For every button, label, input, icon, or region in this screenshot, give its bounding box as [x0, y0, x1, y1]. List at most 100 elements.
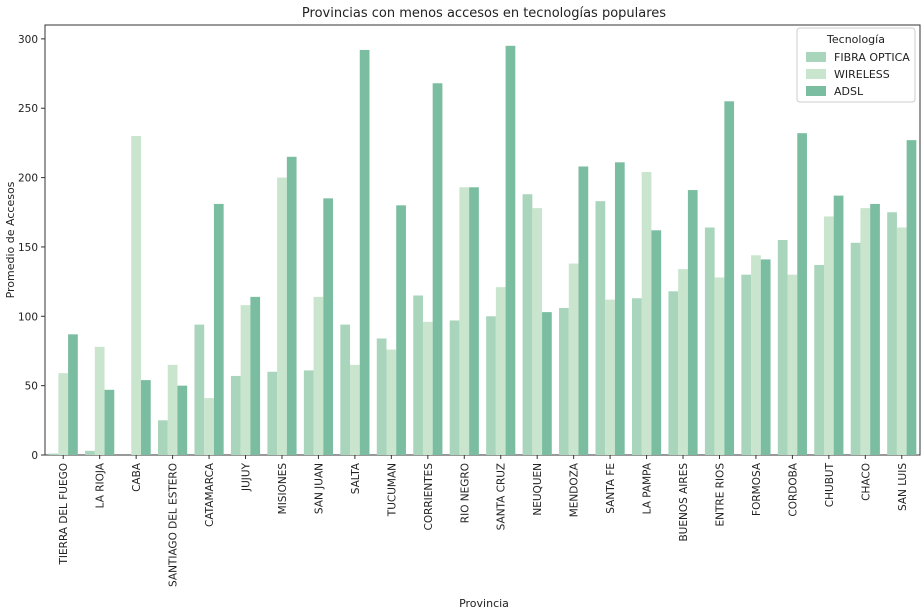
bar-fibra-optica-buenos-aires: [668, 291, 679, 455]
bar-adsl-tierra-del-fuego: [68, 334, 78, 455]
legend-title: Tecnología: [826, 33, 885, 46]
bar-adsl-santa-cruz: [505, 45, 516, 455]
legend-label-adsl: ADSL: [834, 85, 864, 98]
x-tick-label: RIO NEGRO: [459, 463, 471, 523]
x-tick-label: SANTA CRUZ: [496, 463, 508, 530]
bar-fibra-optica-la-pampa: [631, 298, 642, 455]
legend-swatch-fibra-optica: [806, 52, 826, 62]
y-tick-label: 150: [18, 242, 38, 254]
x-tick-label: LA RIOJA: [95, 462, 107, 508]
x-tick-label: TIERRA DEL FUEGO: [58, 463, 70, 566]
plot-frame: [44, 24, 921, 456]
bar-wireless-santiago-del-estero: [167, 364, 178, 455]
bar-fibra-optica-cordoba: [777, 240, 788, 455]
bar-adsl-santiago-del-estero: [177, 385, 188, 455]
x-tick-label: CABA: [131, 462, 143, 492]
bar-adsl-san-juan: [323, 198, 334, 456]
x-tick-label: CHACO: [860, 463, 872, 501]
x-axis-label: Provincia: [459, 597, 509, 610]
x-tick-label: SAN JUAN: [313, 463, 325, 514]
bar-adsl-cordoba: [797, 133, 807, 455]
legend: Tecnología FIBRA OPTICA WIRELESS ADSL: [796, 27, 916, 103]
bar-adsl-neuquen: [542, 312, 552, 455]
bar-wireless-chaco: [860, 208, 871, 455]
bar-wireless-entre-rios: [714, 277, 725, 455]
x-tick-label: JUJUY: [241, 462, 253, 492]
y-tick-label: 200: [18, 173, 38, 185]
bar-wireless-buenos-aires: [678, 269, 688, 455]
x-axis: TIERRA DEL FUEGO LA RIOJA CABA SANTIAGO DEL…: [58, 455, 909, 587]
bar-fibra-optica-rio-negro: [449, 320, 460, 455]
bar-adsl-la-rioja: [104, 389, 115, 455]
bar-wireless-mendoza: [568, 263, 579, 455]
x-tick-label: SANTIAGO DEL ESTERO: [168, 463, 180, 587]
x-tick-label: ENTRE RIOS: [714, 463, 726, 527]
plot-area: 0 50 100 150 200 250 300 TIERRA DEL FUEGO LA RI…: [18, 24, 921, 587]
bar-fibra-optica-neuquen: [522, 194, 533, 455]
bar-adsl-rio-negro: [469, 187, 479, 455]
bar-adsl-jujuy: [250, 296, 261, 455]
bar-adsl-caba: [141, 380, 151, 455]
y-tick-label: 250: [18, 103, 38, 115]
x-tick-label: SALTA: [350, 462, 362, 494]
bar-adsl-chaco: [870, 203, 880, 455]
chart-title: Provincias con menos accesos en tecnolog…: [302, 6, 666, 21]
legend-swatch-wireless: [806, 69, 826, 79]
bar-wireless-santa-fe: [605, 299, 615, 455]
bar-wireless-corrientes: [422, 321, 433, 455]
bar-fibra-optica-san-luis: [887, 212, 897, 455]
bar-fibra-optica-chubut: [814, 264, 824, 455]
x-tick-label: MISIONES: [277, 463, 289, 515]
bar-adsl-salta: [359, 49, 370, 455]
bar-wireless-formosa: [751, 255, 761, 455]
x-tick-label: MENDOZA: [569, 462, 581, 517]
bar-wireless-la-rioja: [94, 346, 105, 455]
bar-adsl-buenos-aires: [687, 190, 698, 455]
bar-adsl-formosa: [760, 259, 771, 455]
bar-wireless-rio-negro: [459, 187, 470, 455]
bar-fibra-optica-catamarca: [194, 324, 205, 455]
x-tick-label: CORRIENTES: [423, 463, 435, 531]
bar-wireless-la-pampa: [641, 172, 652, 455]
legend-label-wireless: WIRELESS: [834, 68, 890, 81]
y-axis-label: Promedio de Accesos: [4, 181, 17, 298]
bar-adsl-misiones: [286, 156, 297, 455]
y-tick-label: 100: [18, 311, 38, 323]
bar-fibra-optica-santiago-del-estero: [158, 420, 168, 455]
x-tick-label: CORDOBA: [787, 462, 799, 516]
bar-wireless-misiones: [277, 177, 287, 456]
bar-fibra-optica-entre-rios: [704, 227, 715, 455]
y-axis: 0 50 100 150 200 250 300: [18, 34, 45, 462]
bar-fibra-optica-misiones: [267, 371, 278, 455]
x-tick-label: TUCUMAN: [386, 463, 398, 517]
legend-swatch-adsl: [806, 86, 826, 96]
bar-fibra-optica-jujuy: [230, 375, 241, 455]
y-tick-label: 50: [25, 381, 38, 393]
bar-fibra-optica-tucuman: [376, 338, 387, 455]
x-tick-label: CHUBUT: [824, 462, 836, 507]
bar-fibra-optica-san-juan: [303, 370, 314, 455]
legend-box: [796, 27, 916, 103]
bar-wireless-san-juan: [313, 296, 324, 455]
bar-adsl-corrientes: [432, 83, 443, 456]
bar-wireless-neuquen: [532, 208, 543, 455]
bar-fibra-optica-tierra-del-fuego: [48, 453, 59, 455]
legend-label-fibra-optica: FIBRA OPTICA: [834, 51, 910, 64]
bar-adsl-chubut: [833, 195, 844, 455]
bar-wireless-caba: [131, 135, 142, 455]
x-tick-label: LA PAMPA: [642, 462, 654, 514]
bar-fibra-optica-chaco: [850, 242, 861, 455]
bar-adsl-catamarca: [213, 203, 224, 455]
bar-adsl-santa-fe: [614, 162, 625, 456]
bar-fibra-optica-la-rioja: [85, 450, 95, 455]
bars-group: [48, 45, 917, 456]
bar-adsl-la-pampa: [651, 230, 662, 455]
bar-wireless-santa-cruz: [495, 287, 506, 455]
bar-fibra-optica-santa-fe: [595, 201, 606, 455]
bar-wireless-chubut: [823, 216, 834, 455]
bar-fibra-optica-salta: [340, 324, 351, 455]
bar-adsl-entre-rios: [724, 101, 735, 456]
x-tick-label: SAN LUIS: [897, 463, 909, 511]
x-tick-label: CATAMARCA: [204, 462, 216, 527]
